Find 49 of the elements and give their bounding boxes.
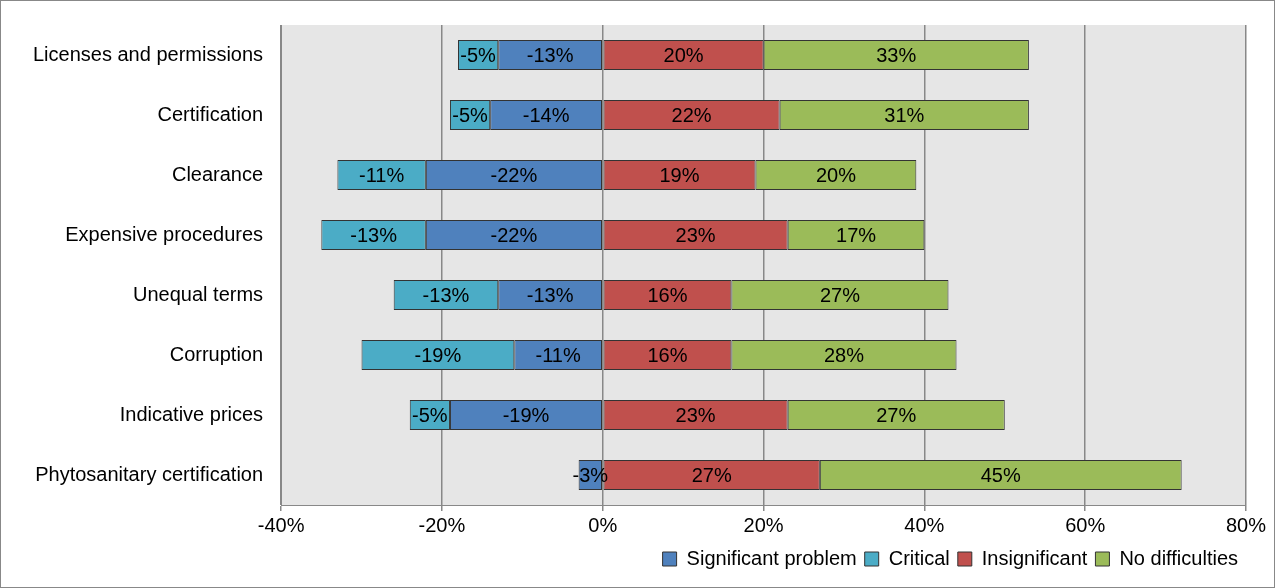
y-tick-label: Phytosanitary certification: [35, 462, 264, 485]
y-tick-label: Certification: [157, 102, 264, 125]
x-tick-label: 0%: [588, 513, 618, 536]
data-label: -14%: [522, 103, 570, 126]
x-tick-label: 20%: [743, 513, 784, 536]
data-label: -22%: [490, 163, 538, 186]
data-label: -5%: [412, 403, 448, 426]
data-label: -22%: [490, 223, 538, 246]
data-label: -11%: [359, 163, 405, 186]
data-label: -19%: [502, 403, 550, 426]
data-label: 16%: [647, 343, 688, 366]
y-tick-label: Expensive procedures: [65, 222, 264, 245]
data-label: 19%: [659, 163, 700, 186]
data-label: 27%: [819, 283, 861, 306]
y-tick-label: Indicative prices: [119, 402, 264, 425]
data-label: 27%: [691, 463, 732, 486]
data-label: 20%: [663, 43, 704, 66]
data-label: 20%: [815, 163, 857, 186]
data-label: 31%: [884, 103, 925, 126]
data-label: -13%: [422, 283, 470, 306]
y-tick-label: Unequal terms: [133, 282, 264, 305]
y-tick-label: Licenses and permissions: [32, 42, 264, 65]
data-label: 33%: [876, 43, 917, 66]
x-tick-label: 60%: [1065, 513, 1106, 536]
data-label: -13%: [526, 43, 574, 66]
data-label: 23%: [675, 223, 716, 246]
legend-label: Insignificant: [981, 546, 1088, 569]
data-label: -5%: [452, 103, 489, 126]
x-tick-label: 40%: [904, 513, 945, 536]
legend-label: Critical: [888, 546, 950, 569]
x-tick-label: 80%: [1225, 513, 1267, 536]
data-label: -19%: [414, 343, 462, 366]
data-label: -5%: [460, 43, 497, 66]
x-tick-label: -20%: [418, 513, 466, 536]
legend-label: Significant problem: [686, 546, 857, 569]
y-tick-label: Clearance: [171, 162, 264, 185]
data-label: -11%: [535, 343, 581, 366]
data-label: 27%: [876, 403, 917, 426]
data-label: 28%: [823, 343, 865, 366]
y-tick-label: Corruption: [169, 342, 264, 365]
data-label: -13%: [350, 223, 398, 246]
data-label: 17%: [836, 223, 877, 246]
data-label: 16%: [647, 283, 688, 306]
data-label: 22%: [671, 103, 712, 126]
data-label: -13%: [526, 283, 574, 306]
data-label: 23%: [675, 403, 716, 426]
x-tick-label: -40%: [257, 513, 305, 536]
legend-label: No difficulties: [1119, 546, 1238, 569]
data-label: 45%: [980, 463, 1021, 486]
